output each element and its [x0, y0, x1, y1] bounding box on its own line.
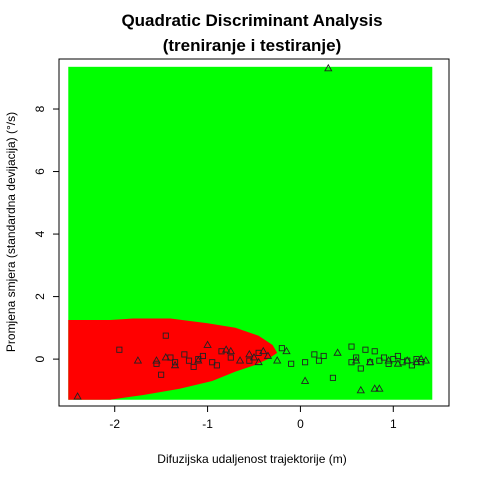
square-point [302, 359, 309, 366]
square-point [380, 354, 388, 361]
square-point [278, 345, 285, 352]
y-tick-label: 4 [33, 230, 47, 237]
data-points [73, 63, 430, 400]
triangle-point [259, 346, 268, 355]
square-point [190, 363, 197, 370]
triangle-point [375, 384, 384, 392]
square-point [353, 354, 360, 361]
triangle-point [324, 63, 333, 72]
square-point [311, 351, 318, 358]
square-point [348, 343, 355, 350]
triangle-point [170, 360, 180, 369]
y-axis: 0 2 4 6 8 [33, 105, 60, 362]
square-point [158, 371, 165, 378]
x-axis-label: Difuzijska udaljenost trajektorije (m) [157, 452, 346, 466]
square-point [376, 357, 383, 364]
square-point [172, 359, 179, 366]
triangle-point [152, 356, 161, 364]
triangle-point [161, 353, 170, 361]
triangle-point [421, 356, 430, 364]
square-point [227, 354, 234, 361]
triangle-point [282, 346, 291, 355]
square-point [288, 360, 295, 367]
square-point [246, 357, 253, 364]
triangle-point [254, 357, 263, 366]
y-tick-label: 0 [33, 355, 47, 362]
square-point [209, 359, 216, 366]
triangle-point [235, 356, 245, 364]
square-point [385, 360, 392, 367]
triangle-point [249, 353, 259, 361]
square-point [357, 365, 364, 372]
triangle-point [194, 356, 203, 364]
triangle-point [300, 376, 310, 384]
y-tick-label: 2 [33, 293, 47, 300]
square-point [218, 348, 225, 355]
x-tick-label: -2 [109, 417, 120, 431]
triangle-point [333, 348, 342, 356]
x-tick-label: 0 [297, 417, 304, 431]
square-point [116, 346, 123, 353]
y-tick-label: 8 [33, 105, 47, 112]
square-point [213, 362, 220, 369]
triangle-point [226, 346, 235, 355]
triangle-point [384, 356, 393, 364]
chart-title: Quadratic Discriminant Analysis [121, 11, 382, 30]
square-point [348, 359, 355, 366]
triangle-point [245, 349, 254, 358]
square-point [153, 360, 160, 367]
x-axis: -2 -1 0 1 [109, 405, 397, 431]
square-point [315, 357, 323, 364]
square-point [394, 352, 401, 360]
triangle-point [393, 359, 403, 367]
triangle-point [351, 356, 361, 364]
triangle-point [370, 384, 379, 392]
triangle-point [365, 357, 375, 366]
x-tick-label: 1 [390, 417, 397, 431]
square-point [185, 357, 193, 364]
square-point [371, 348, 378, 355]
square-point [390, 356, 397, 363]
square-point [255, 349, 262, 356]
chart-subtitle: (treniranje i testiranje) [163, 36, 342, 55]
square-point [162, 332, 169, 339]
triangle-point [273, 356, 282, 364]
triangle-point [73, 392, 82, 400]
triangle-point [416, 354, 426, 362]
triangle-point [356, 385, 365, 394]
x-tick-label: -1 [202, 417, 213, 431]
triangle-point [203, 340, 212, 348]
triangle-point [133, 356, 143, 364]
square-point [181, 351, 188, 358]
square-point [329, 374, 336, 381]
square-point [408, 362, 415, 369]
y-tick-label: 6 [33, 168, 47, 175]
triangle-point [263, 351, 273, 359]
square-point [199, 352, 206, 360]
triangle-point [221, 345, 231, 353]
square-point [399, 359, 406, 366]
square-point [362, 346, 369, 353]
triangle-point [403, 356, 412, 364]
y-axis-label: Promjena smjera (standardna devijacija) … [4, 112, 18, 352]
square-point [320, 352, 327, 360]
